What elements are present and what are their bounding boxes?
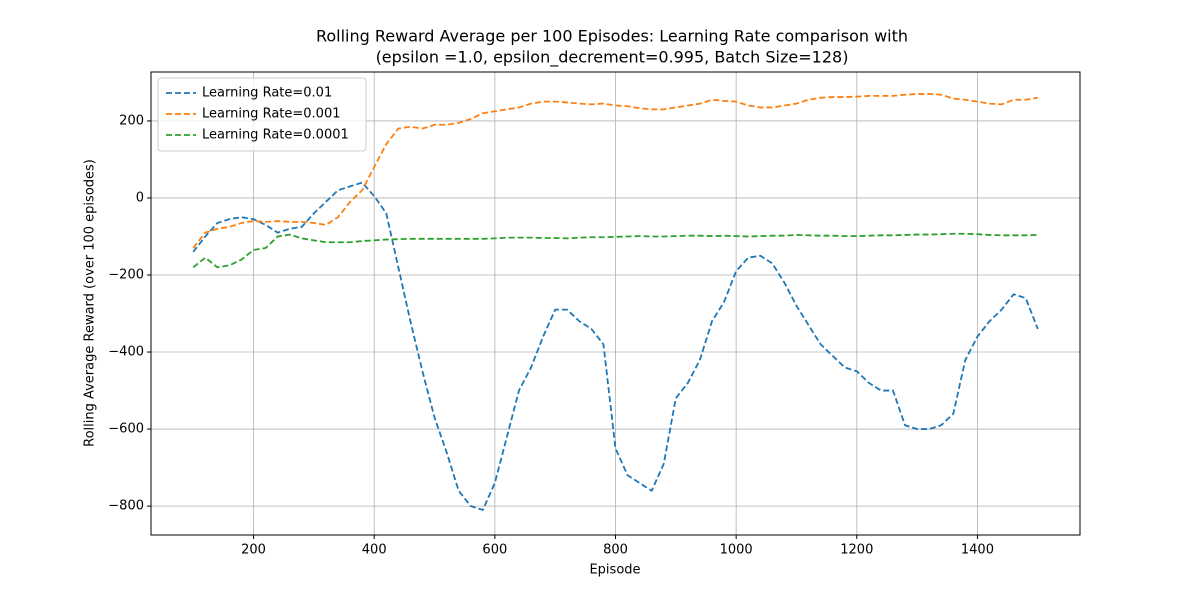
x-tick-label: 1000: [720, 543, 753, 558]
y-axis-label: Rolling Average Reward (over 100 episode…: [83, 159, 98, 447]
data-line: [192, 232, 1038, 269]
chart-title: Rolling Reward Average per 100 Episodes:…: [316, 27, 908, 46]
chart-subtitle: (epsilon =1.0, epsilon_decrement=0.995, …: [376, 48, 849, 68]
y-tick-label: −600: [108, 422, 144, 437]
y-tick-label: −200: [108, 267, 144, 282]
x-tick-label: 400: [362, 543, 387, 558]
data-line: [192, 181, 1039, 512]
x-tick-label: 1200: [840, 543, 873, 558]
y-tick-label: 0: [136, 190, 144, 205]
legend-label: Learning Rate=0.001: [202, 107, 341, 122]
x-tick-label: 800: [603, 543, 628, 558]
y-tick-label: 200: [119, 113, 144, 128]
legend-label: Learning Rate=0.0001: [202, 128, 349, 143]
plot-lines: [192, 93, 1039, 512]
x-tick-label: 600: [482, 543, 507, 558]
x-tick-label: 200: [241, 543, 266, 558]
y-tick-label: −400: [108, 345, 144, 360]
x-axis-label: Episode: [589, 563, 640, 578]
legend-box: [157, 77, 367, 152]
grid: [151, 72, 1080, 535]
legend: Learning Rate=0.01 Learning Rate=0.001 Lea…: [157, 77, 367, 152]
y-tick-label: −800: [108, 499, 144, 514]
legend-label: Learning Rate=0.01: [202, 86, 332, 101]
ticks: 200 400 600 800 1000 1200 1400 −800 −600 −400 −200…: [108, 113, 994, 557]
x-tick-label: 1400: [961, 543, 994, 558]
data-line: [192, 93, 1038, 249]
